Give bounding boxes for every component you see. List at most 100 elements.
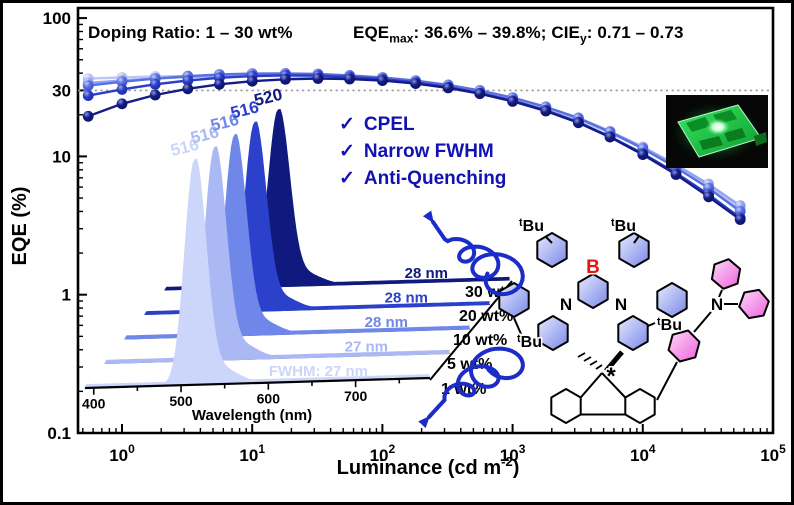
inset-x-axis xyxy=(84,376,431,390)
electrode-pad xyxy=(686,117,711,132)
data-point-sphere xyxy=(149,78,161,90)
inset-x-tick-label: 500 xyxy=(169,393,193,409)
y-tick-label: 0.1 xyxy=(47,424,71,443)
doping-ratio-label: 20 wt% xyxy=(459,308,513,325)
y-axis-title: EQE (%) xyxy=(9,187,31,266)
x-tick-label: 101 xyxy=(239,442,265,465)
feature-checklist: ✓ CPEL ✓ Narrow FWHM ✓ Anti-Quenching xyxy=(339,111,506,192)
fluorene-ring xyxy=(550,388,582,424)
tbu-label: tBu xyxy=(517,333,542,351)
core-ring xyxy=(577,273,609,309)
check-icon: ✓ xyxy=(339,114,355,135)
checklist-item-narrow-fwhm: ✓ Narrow FWHM xyxy=(339,138,506,165)
data-point-sphere xyxy=(82,90,94,101)
nitrogen-atom-label: N xyxy=(560,295,572,314)
data-point-sphere xyxy=(703,191,714,203)
data-point-sphere xyxy=(82,110,94,122)
core-ring xyxy=(536,232,568,268)
tbu-label: tBu xyxy=(611,217,636,235)
checklist-label: Narrow FWHM xyxy=(363,140,494,162)
oled-device-photo xyxy=(666,95,768,168)
core-ring xyxy=(617,315,649,351)
data-point-sphere xyxy=(82,80,94,91)
data-point-sphere xyxy=(377,75,388,86)
phenylene-ring xyxy=(667,329,701,363)
data-point-sphere xyxy=(507,96,518,107)
eqe-sub: max xyxy=(389,31,414,46)
data-point-sphere xyxy=(540,105,552,117)
phenyl-ring xyxy=(710,258,742,290)
data-point-sphere xyxy=(604,131,616,143)
x-tick-label: 105 xyxy=(760,442,786,465)
data-point-sphere xyxy=(573,117,584,129)
x-tick-label: 102 xyxy=(370,442,396,465)
el-spectrum-area xyxy=(104,146,450,365)
chiral-center-mark: * xyxy=(606,363,616,390)
data-point-sphere xyxy=(116,98,128,110)
hashed-wedge-bond xyxy=(583,356,592,362)
eqe-value: : 36.6% – 39.8%; xyxy=(413,23,552,42)
core-ring xyxy=(498,282,530,318)
data-point-sphere xyxy=(442,82,454,94)
core-ring xyxy=(656,282,688,318)
electrode-pad xyxy=(724,128,746,142)
checklist-label: CPEL xyxy=(363,113,415,135)
bold-wedge-bond xyxy=(604,350,624,373)
eqe-curves xyxy=(82,68,746,225)
boron-atom-label: B xyxy=(586,257,600,278)
data-point-sphere xyxy=(280,73,291,85)
x-tick-label: 103 xyxy=(500,442,526,465)
y-tick-label: 100 xyxy=(43,9,71,28)
bond xyxy=(633,235,640,244)
core-ring xyxy=(618,232,650,268)
data-point-sphere xyxy=(474,88,486,100)
check-icon: ✓ xyxy=(339,168,355,189)
y-tick-label: 30 xyxy=(52,81,71,100)
x-tick-label: 104 xyxy=(630,442,656,465)
doping-ratio-label: 10 wt% xyxy=(453,332,507,349)
data-point-sphere xyxy=(410,78,421,89)
cie-label: CIE xyxy=(551,23,580,42)
y-tick-label: 1 xyxy=(62,286,71,305)
hashed-wedge-bond xyxy=(577,352,586,358)
check-icon: ✓ xyxy=(339,141,355,162)
bond xyxy=(579,372,603,399)
inset-x-tick-label: 400 xyxy=(82,396,106,412)
inset-x-tick-label: 600 xyxy=(257,391,281,407)
x-axis-title: Luminance (cd m-2) xyxy=(337,454,520,479)
contact-tab xyxy=(754,132,767,146)
fwhm-label: 27 nm xyxy=(345,339,388,356)
core-ring xyxy=(537,315,569,351)
tbu-label: tBu xyxy=(519,217,544,235)
performance-note: EQEmax: 36.6% – 39.8%; CIEy: 0.71 – 0.73 xyxy=(353,23,684,45)
bond xyxy=(656,361,678,401)
phenyl-ring xyxy=(738,288,770,320)
data-point-sphere xyxy=(734,214,746,225)
fluorene-ring xyxy=(624,388,656,424)
cie-value: : 0.71 – 0.73 xyxy=(586,23,684,42)
el-spectrum-area xyxy=(84,158,430,389)
doping-ratio-label: 5 wt% xyxy=(447,356,492,373)
bond xyxy=(601,372,627,399)
cp-helix-top xyxy=(422,210,525,297)
data-point-sphere xyxy=(637,149,649,161)
data-point-sphere xyxy=(246,75,258,87)
bond xyxy=(513,317,522,335)
data-point-sphere xyxy=(214,78,225,90)
fwhm-label: 28 nm xyxy=(365,314,408,331)
data-point-sphere xyxy=(182,83,194,95)
electrode-pad xyxy=(699,136,723,150)
x-tick-label: 100 xyxy=(109,442,135,465)
y-tick-label: 10 xyxy=(52,147,71,166)
bond xyxy=(647,322,656,327)
peak-wavelength-label: 516 xyxy=(169,135,201,160)
data-point-sphere xyxy=(116,84,128,95)
checklist-label: Anti-Quenching xyxy=(363,167,507,189)
eqe-series-30wt% xyxy=(82,73,746,225)
data-point-sphere xyxy=(670,169,682,180)
tpa-nitrogen-label: N xyxy=(711,295,723,314)
